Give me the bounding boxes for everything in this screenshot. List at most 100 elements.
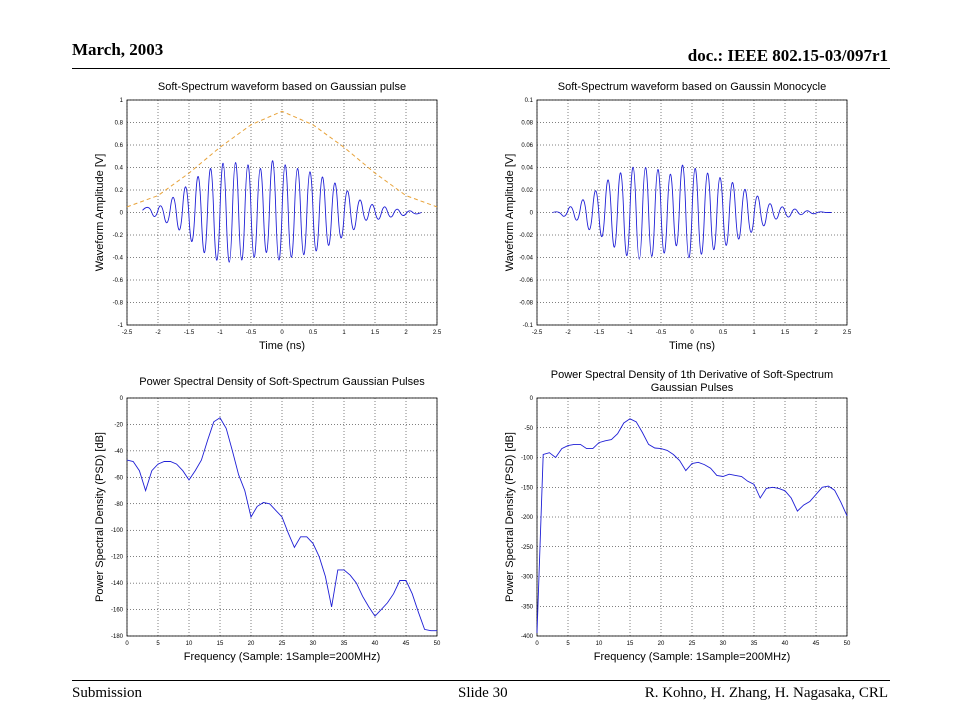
x-tick-label: 0 <box>125 641 129 647</box>
y-tick-label: -250 <box>521 545 534 551</box>
x-tick-label: -2.5 <box>122 330 133 336</box>
y-tick-label: -120 <box>111 555 124 561</box>
x-tick-label: 45 <box>813 641 820 647</box>
y-tick-label: 0 <box>120 211 124 217</box>
x-tick-label: 20 <box>248 641 255 647</box>
x-tick-label: 0 <box>690 330 694 336</box>
x-tick-label: -1.5 <box>594 330 605 336</box>
y-tick-label: 0.06 <box>521 143 533 149</box>
series-line <box>536 418 848 634</box>
x-tick-label: -2 <box>155 330 161 336</box>
x-axis-label: Time (ns) <box>669 340 715 352</box>
chart-4: Power Spectral Density of 1th Derivative… <box>504 369 851 663</box>
y-tick-label: -0.1 <box>523 323 534 329</box>
x-tick-label: 1 <box>752 330 756 336</box>
footer-rule <box>72 680 890 681</box>
y-tick-label: 0.1 <box>525 98 534 104</box>
x-tick-label: 0.5 <box>719 330 728 336</box>
series-line <box>126 417 437 632</box>
x-tick-label: 2.5 <box>843 330 852 336</box>
chart-3: Power Spectral Density of Soft-Spectrum … <box>94 376 441 663</box>
x-tick-label: 20 <box>658 641 665 647</box>
chart-title: Soft-Spectrum waveform based on Gaussin … <box>558 81 826 93</box>
y-tick-label: 0.2 <box>115 188 124 194</box>
y-tick-label: 1 <box>120 98 124 104</box>
x-tick-label: 5 <box>566 641 570 647</box>
y-tick-label: 0.8 <box>115 121 124 127</box>
y-tick-label: -300 <box>521 575 534 581</box>
chart-1: Soft-Spectrum waveform based on Gaussian… <box>94 81 442 352</box>
x-tick-label: 45 <box>403 641 410 647</box>
x-axis-label: Time (ns) <box>259 340 305 352</box>
chart-title: Soft-Spectrum waveform based on Gaussian… <box>158 81 406 93</box>
y-tick-label: -0.6 <box>113 278 124 284</box>
y-tick-label: -1 <box>118 323 124 329</box>
y-tick-label: -0.4 <box>113 256 124 262</box>
y-tick-label: -400 <box>521 634 534 640</box>
plot-frame <box>536 397 848 637</box>
y-tick-label: -0.2 <box>113 233 124 239</box>
x-tick-label: -1 <box>627 330 633 336</box>
x-tick-label: 10 <box>596 641 603 647</box>
x-tick-label: 1.5 <box>781 330 790 336</box>
chart-2: Soft-Spectrum waveform based on Gaussin … <box>504 81 852 352</box>
y-tick-label: -0.8 <box>113 301 124 307</box>
x-tick-label: 35 <box>751 641 758 647</box>
x-tick-label: 0 <box>535 641 539 647</box>
x-tick-label: 25 <box>279 641 286 647</box>
x-tick-label: 1.5 <box>371 330 380 336</box>
x-tick-label: 50 <box>434 641 441 647</box>
plot-frame <box>536 99 848 326</box>
x-tick-label: 40 <box>372 641 379 647</box>
y-tick-label: 0 <box>530 211 534 217</box>
x-tick-label: 15 <box>217 641 224 647</box>
y-tick-label: 0.02 <box>521 188 533 194</box>
y-tick-label: -140 <box>111 581 124 587</box>
y-tick-label: -350 <box>521 604 534 610</box>
y-axis-label: Waveform Amplitude [V] <box>94 154 106 272</box>
chart-title-line-2: Gaussian Pulses <box>651 382 734 394</box>
chart-title: Power Spectral Density of Soft-Spectrum … <box>139 376 425 388</box>
header-doc-id: doc.: IEEE 802.15-03/097r1 <box>687 46 888 65</box>
y-tick-label: -0.04 <box>519 256 533 262</box>
x-tick-label: 30 <box>720 641 727 647</box>
y-tick-label: -40 <box>114 449 123 455</box>
x-tick-label: -1 <box>217 330 223 336</box>
x-tick-label: -0.5 <box>656 330 667 336</box>
y-tick-label: 0.6 <box>115 143 124 149</box>
y-axis-label: Waveform Amplitude [V] <box>504 154 516 272</box>
x-tick-label: 35 <box>341 641 348 647</box>
y-tick-label: -150 <box>521 485 534 491</box>
header-date: March, 2003 <box>72 40 164 59</box>
x-axis-label: Frequency (Sample: 1Sample=200MHz) <box>184 651 381 663</box>
y-tick-label: -20 <box>114 422 123 428</box>
footer-slide-number: Slide 30 <box>458 685 508 701</box>
x-tick-label: 5 <box>156 641 160 647</box>
x-tick-label: 2.5 <box>433 330 442 336</box>
y-tick-label: -50 <box>524 426 533 432</box>
y-tick-label: 0 <box>530 396 534 402</box>
x-tick-label: 15 <box>627 641 634 647</box>
x-tick-label: 30 <box>310 641 317 647</box>
y-tick-label: -0.02 <box>519 233 533 239</box>
x-tick-label: -2 <box>565 330 571 336</box>
x-axis-label: Frequency (Sample: 1Sample=200MHz) <box>594 651 791 663</box>
x-tick-label: -0.5 <box>246 330 257 336</box>
plot-frame <box>126 99 438 326</box>
x-tick-label: 0 <box>280 330 284 336</box>
chart-title: Power Spectral Density of 1th Derivative… <box>551 369 833 381</box>
y-tick-label: -100 <box>111 528 124 534</box>
y-tick-label: 0.04 <box>521 166 533 172</box>
x-tick-label: 2 <box>404 330 408 336</box>
footer-submission: Submission <box>72 685 143 701</box>
x-tick-label: 10 <box>186 641 193 647</box>
x-tick-label: -2.5 <box>532 330 543 336</box>
y-axis-label: Power Spectral Density (PSD) [dB] <box>504 432 516 602</box>
envelope-line <box>126 110 438 208</box>
x-tick-label: 25 <box>689 641 696 647</box>
y-tick-label: -80 <box>114 502 123 508</box>
plot-frame <box>126 397 438 637</box>
y-tick-label: -60 <box>114 475 123 481</box>
series-line <box>552 164 832 260</box>
